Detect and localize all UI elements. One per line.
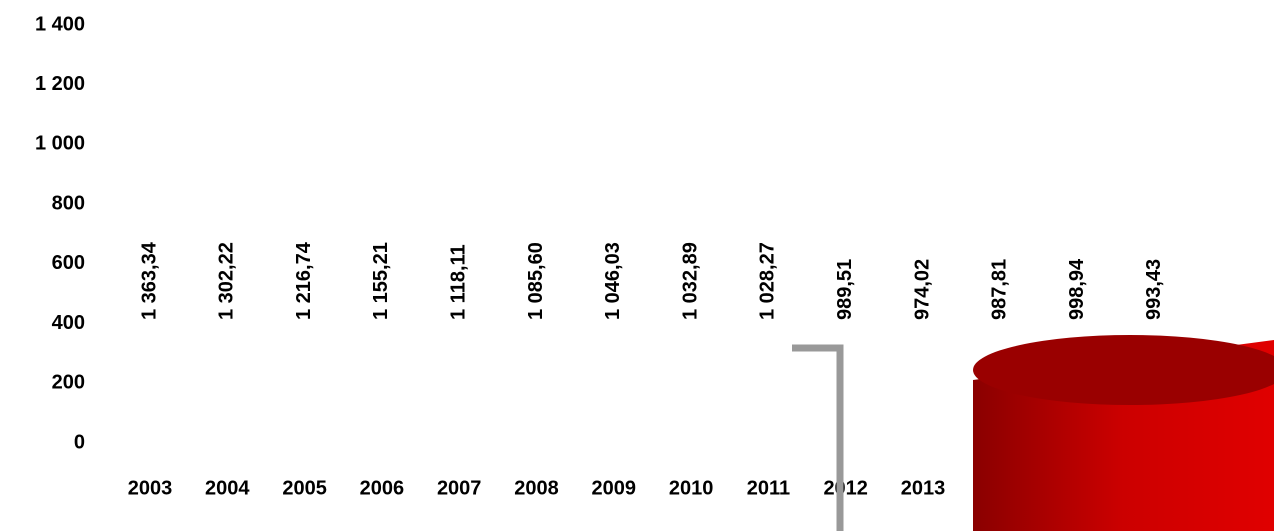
- value-label: 989,51: [834, 259, 856, 320]
- y-tick-label: 800: [52, 192, 85, 214]
- x-tick-label: 2007: [437, 477, 482, 499]
- bar: [125, 36, 175, 443]
- value-label: 1 085,60: [525, 242, 547, 320]
- cylinder-top: [973, 335, 1274, 405]
- decoration-line: [792, 344, 844, 531]
- x-tick-label: 2004: [205, 477, 250, 499]
- value-label: 1 032,89: [679, 242, 701, 320]
- x-tick-label: 2009: [592, 477, 637, 499]
- value-label: 987,81: [989, 259, 1011, 320]
- x-tick-label: 2005: [282, 477, 327, 499]
- y-tick-label: 400: [52, 312, 85, 334]
- value-label: 974,02: [911, 259, 933, 320]
- y-tick-label: 1 400: [35, 13, 85, 35]
- value-label: 1 046,03: [602, 242, 624, 320]
- x-tick-label: 2012: [823, 477, 868, 499]
- x-tick-label: 2010: [669, 477, 714, 499]
- value-label: 1 155,21: [370, 242, 392, 320]
- value-label: 993,43: [1143, 259, 1165, 320]
- y-tick-label: 600: [52, 252, 85, 274]
- value-label: 1 028,27: [757, 242, 779, 320]
- y-tick-label: 1 000: [35, 133, 85, 155]
- x-tick-label: 2013: [901, 477, 946, 499]
- y-tick-label: 200: [52, 372, 85, 394]
- x-tick-label: 2011: [747, 477, 790, 499]
- value-label: 1 363,34: [138, 241, 160, 320]
- value-label: 1 302,22: [216, 242, 238, 320]
- value-label: 1 216,74: [293, 241, 315, 320]
- cylinder-artifact: [973, 335, 1274, 531]
- y-tick-label: 1 200: [35, 73, 85, 95]
- x-tick-label: 2006: [360, 477, 405, 499]
- value-label: 1 118,11: [447, 244, 469, 320]
- value-label: 998,94: [1066, 258, 1088, 320]
- y-tick-label: 0: [74, 431, 85, 453]
- x-tick-label: 2008: [514, 477, 559, 499]
- x-tick-label: 2003: [128, 477, 173, 499]
